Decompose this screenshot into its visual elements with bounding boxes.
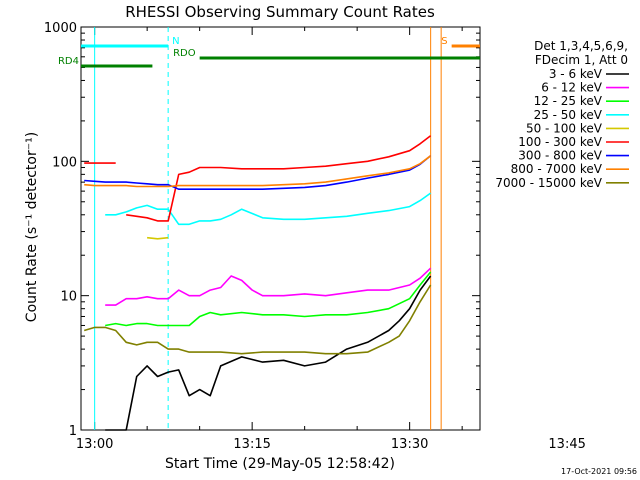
flag-label: S [441, 36, 447, 47]
x-axis-label: Start Time (29-May-05 12:58:42) [165, 456, 395, 472]
flag-label: RDO [173, 48, 196, 59]
x-tick-label: 13:45 [548, 437, 585, 452]
series-line [147, 236, 169, 240]
footer-date: 17-Oct-2021 09:56 [561, 467, 637, 476]
legend-entry-label: 3 - 6 keV [549, 67, 603, 81]
x-tick-label: 13:15 [233, 437, 270, 452]
flag-label: N [172, 36, 179, 47]
series-line [84, 155, 432, 190]
series-line [105, 275, 432, 431]
series-line [105, 267, 432, 306]
y-tick-label: 100 [52, 155, 77, 170]
y-tick-label: 1 [69, 424, 77, 439]
x-tick-label: 13:30 [391, 437, 428, 452]
legend-entry-label: 100 - 300 keV [518, 135, 602, 149]
legend-entry-label: 7000 - 15000 keV [495, 176, 602, 190]
y-tick-label: 1000 [44, 21, 77, 36]
y-axis-label: Count Rate (s⁻¹ detector⁻¹) [24, 132, 40, 322]
legend-entry-label: 12 - 25 keV [534, 94, 603, 108]
legend-header-line-2: FDecim 1, Att 0 [535, 53, 628, 67]
y-tick-label: 10 [60, 290, 77, 305]
legend-header-line-1: Det 1,3,4,5,6,9, [534, 39, 628, 53]
legend-entry-label: 800 - 7000 keV [511, 162, 603, 176]
legend-entry-label: 300 - 800 keV [518, 149, 602, 163]
plot-area: 110100100013:0013:1513:3013:4514:0014:15… [44, 21, 586, 452]
x-tick-label: 13:00 [76, 437, 113, 452]
legend-entry-label: 50 - 100 keV [526, 121, 603, 135]
legend-entry-label: 6 - 12 keV [541, 81, 603, 95]
series-line [84, 155, 432, 188]
series-line [126, 135, 432, 222]
series-line [105, 192, 432, 226]
chart-title: RHESSI Observing Summary Count Rates [125, 3, 435, 21]
legend-entry-label: 25 - 50 keV [534, 108, 603, 122]
series-line [83, 284, 432, 355]
flag-label: RD4 [58, 56, 79, 67]
series-line [105, 271, 432, 327]
plot-frame [80, 26, 481, 431]
legend: Det 1,3,4,5,6,9, FDecim 1, Att 0 3 - 6 k… [495, 39, 629, 190]
